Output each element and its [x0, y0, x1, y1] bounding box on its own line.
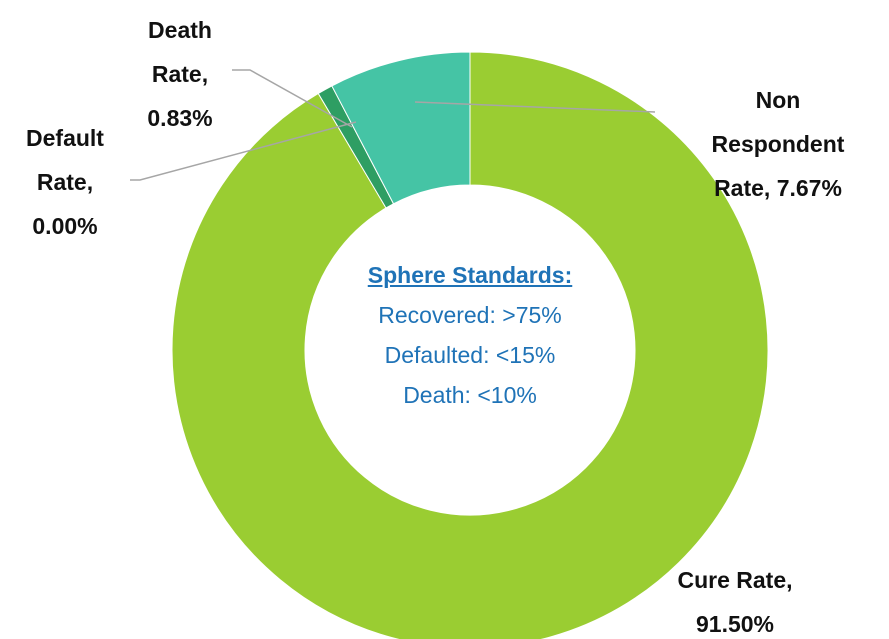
- label-value: 0.83%: [147, 105, 213, 131]
- leader-line: [130, 121, 357, 181]
- annotation: Sphere Standards: Recovered: >75% Defaul…: [290, 255, 650, 415]
- annotation-line: Recovered: >75%: [378, 302, 562, 328]
- label-category: Default Rate,: [26, 125, 104, 195]
- data-label: Death Rate, 0.83%: [125, 8, 235, 140]
- data-label: Non Respondent Rate, 7.67%: [688, 78, 868, 210]
- label-value: 91.50%: [695, 611, 774, 637]
- label-category: Death Rate,: [148, 17, 212, 87]
- donut-slice: [171, 51, 769, 639]
- label-category: Non Respondent Rate,: [711, 87, 845, 201]
- leader-line: [414, 101, 656, 113]
- annotation-line: Defaulted: <15%: [384, 342, 556, 368]
- label-category: Cure Rate,: [677, 567, 793, 593]
- leader-line: [232, 69, 353, 128]
- annotation-line: Death: <10%: [403, 382, 537, 408]
- label-value: 7.67%: [776, 175, 842, 201]
- label-value: 0.00%: [32, 213, 98, 239]
- data-label: Cure Rate, 91.50%: [650, 558, 820, 639]
- donut-slice: [331, 51, 471, 205]
- data-label: Default Rate, 0.00%: [5, 116, 125, 248]
- annotation-title: Sphere Standards:: [367, 262, 573, 288]
